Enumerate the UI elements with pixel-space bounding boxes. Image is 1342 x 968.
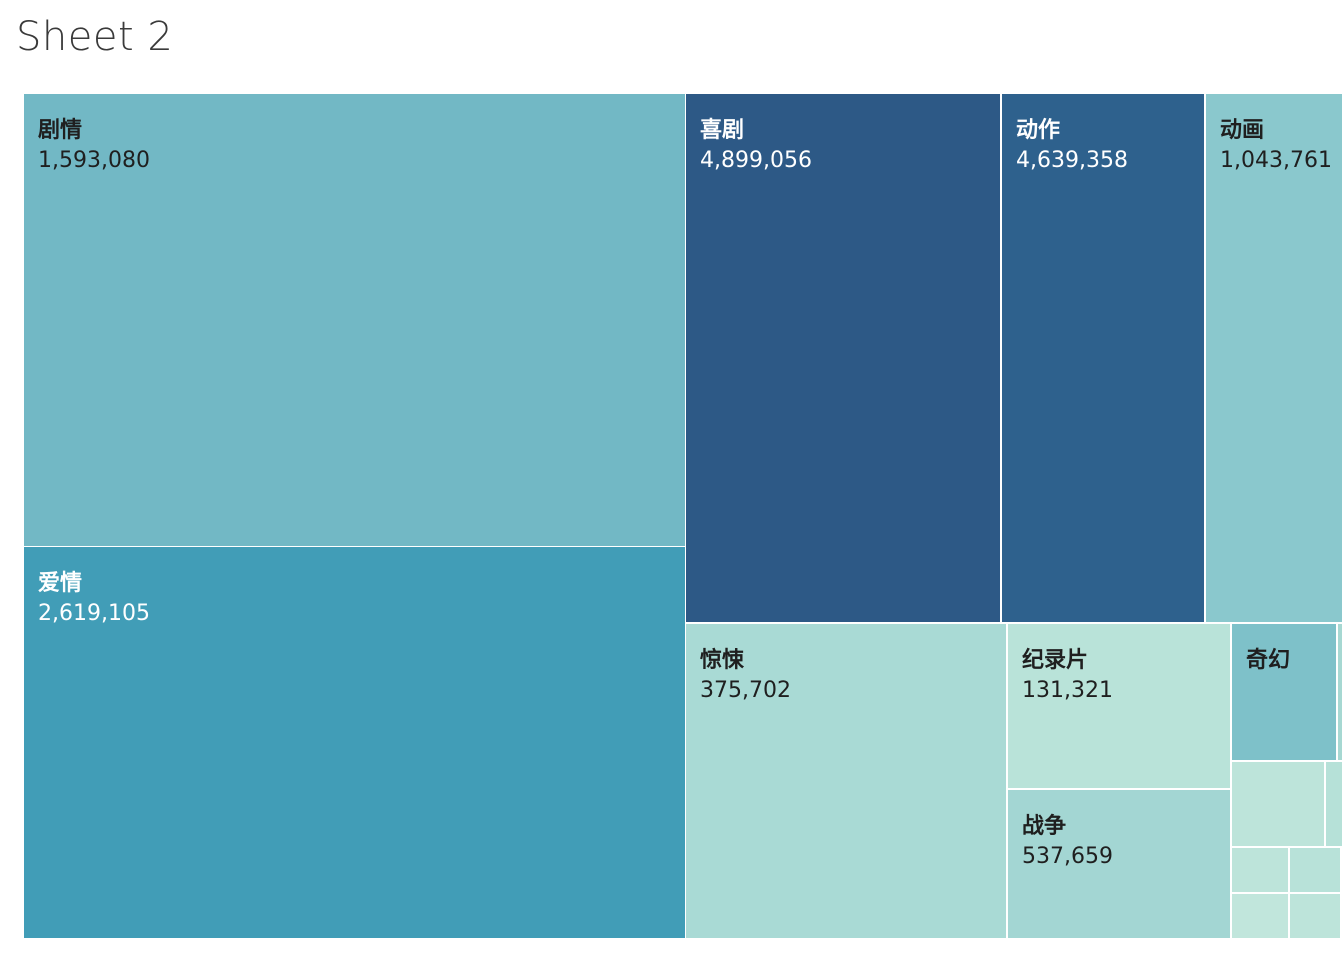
tile-label: 纪录片 xyxy=(1022,648,1089,673)
treemap-tile[interactable] xyxy=(1290,894,1340,938)
tile-value: 2,619,105 xyxy=(38,601,150,626)
treemap-tile[interactable]: 剧情 1,593,080 xyxy=(24,94,685,546)
treemap-tile[interactable]: 动画 1,043,761 xyxy=(1206,94,1342,622)
treemap-tile[interactable] xyxy=(1338,624,1342,760)
treemap-tile[interactable]: 爱情 2,619,105 xyxy=(24,547,685,938)
tile-label: 惊悚 xyxy=(700,648,745,673)
treemap-tile[interactable]: 喜剧 4,899,056 xyxy=(686,94,1000,622)
treemap-tile[interactable] xyxy=(1232,894,1288,938)
tile-value: 1,043,761 xyxy=(1220,148,1332,173)
tile-value: 4,899,056 xyxy=(700,148,812,173)
tile-value: 375,702 xyxy=(700,678,791,703)
treemap-tile[interactable]: 惊悚 375,702 xyxy=(686,624,1006,938)
treemap-tile[interactable] xyxy=(1232,762,1324,846)
treemap-tile[interactable] xyxy=(1326,762,1342,846)
sheet-title: Sheet 2 xyxy=(16,14,174,60)
treemap-tile[interactable] xyxy=(1290,848,1340,892)
tile-label: 战争 xyxy=(1022,814,1067,839)
treemap-tile[interactable]: 奇幻 xyxy=(1232,624,1336,760)
tile-label: 爱情 xyxy=(38,571,83,596)
treemap-tile[interactable]: 战争 537,659 xyxy=(1008,790,1230,938)
treemap-tile[interactable] xyxy=(1232,848,1288,892)
tile-label: 奇幻 xyxy=(1246,648,1291,673)
tile-label: 动作 xyxy=(1016,118,1061,143)
tile-label: 动画 xyxy=(1220,118,1265,143)
tile-label: 剧情 xyxy=(38,118,83,143)
tile-value: 537,659 xyxy=(1022,844,1113,869)
tile-value: 1,593,080 xyxy=(38,148,150,173)
tile-value: 4,639,358 xyxy=(1016,148,1128,173)
tile-value: 131,321 xyxy=(1022,678,1113,703)
treemap-tile[interactable]: 纪录片 131,321 xyxy=(1008,624,1230,788)
treemap-tile[interactable]: 动作 4,639,358 xyxy=(1002,94,1204,622)
tile-label: 喜剧 xyxy=(700,118,745,143)
